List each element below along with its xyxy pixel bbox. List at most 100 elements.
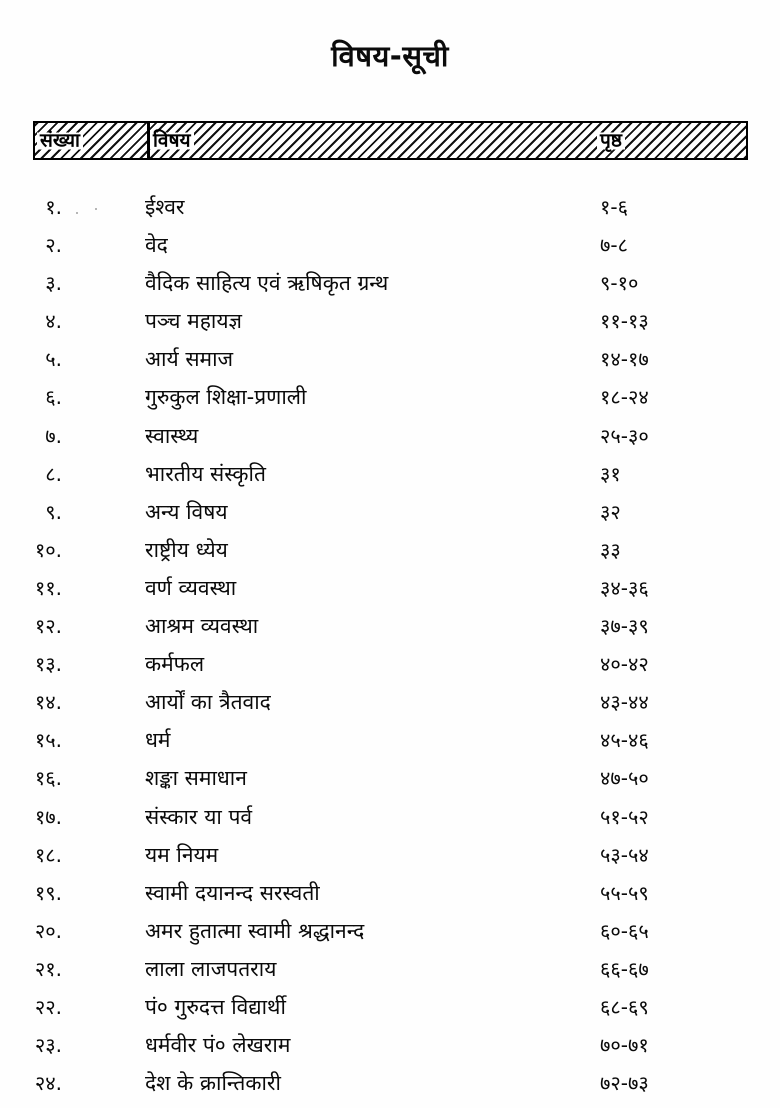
row-number: १. bbox=[45, 195, 62, 219]
row-subject[interactable]: संस्कार या पर्व bbox=[145, 804, 253, 829]
table-row[interactable]: २. वेद ७-८ bbox=[0, 231, 780, 269]
row-subject[interactable]: स्वास्थ्य bbox=[145, 423, 199, 448]
row-number: १७. bbox=[34, 804, 62, 829]
row-page-range: ९-१० bbox=[600, 271, 639, 296]
row-number: १२. bbox=[34, 614, 62, 639]
table-row[interactable]: १३. कर्मफल ४०-४२ bbox=[0, 650, 780, 688]
table-row[interactable]: २४. देश के क्रान्तिकारी ७२-७३ bbox=[0, 1069, 780, 1107]
table-row[interactable]: ११. वर्ण व्यवस्था ३४-३६ bbox=[0, 574, 780, 612]
row-number: १४. bbox=[34, 690, 62, 715]
row-page-range: ३४-३६ bbox=[600, 575, 649, 600]
column-header-subject: विषय bbox=[150, 129, 193, 151]
row-number: २२. bbox=[34, 994, 62, 1019]
row-page-range: ३१ bbox=[600, 461, 621, 486]
row-page-range: १-६ bbox=[600, 195, 629, 219]
page-title: विषय-सूची bbox=[331, 39, 449, 73]
scan-artifact bbox=[76, 212, 78, 214]
row-number: ४. bbox=[45, 309, 62, 334]
table-row[interactable]: १९. स्वामी दयानन्द सरस्वती ५५-५९ bbox=[0, 879, 780, 917]
row-subject[interactable]: कर्मफल bbox=[145, 652, 205, 677]
row-subject[interactable]: अमर हुतात्मा स्वामी श्रद्धानन्द bbox=[145, 918, 365, 943]
row-subject[interactable]: गुरुकुल शिक्षा-प्रणाली bbox=[145, 385, 307, 410]
row-number: ११. bbox=[34, 575, 62, 600]
row-subject[interactable]: वैदिक साहित्य एवं ऋषिकृत ग्रन्थ bbox=[145, 271, 389, 296]
row-number: ५. bbox=[45, 347, 62, 372]
table-row[interactable]: २१. लाला लाजपतराय ६६-६७ bbox=[0, 955, 780, 993]
row-number: ३. bbox=[45, 271, 62, 296]
row-number: २१. bbox=[34, 956, 62, 981]
row-page-range: ३२ bbox=[600, 499, 621, 524]
row-number: १९. bbox=[34, 880, 62, 905]
row-number: १५. bbox=[34, 728, 62, 753]
row-subject[interactable]: स्वामी दयानन्द सरस्वती bbox=[145, 880, 320, 905]
table-row[interactable]: ७. स्वास्थ्य २५-३० bbox=[0, 422, 780, 460]
row-subject[interactable]: लाला लाजपतराय bbox=[145, 956, 277, 981]
row-page-range: १८-२४ bbox=[600, 385, 649, 410]
table-row[interactable]: १५. धर्म ४५-४६ bbox=[0, 726, 780, 764]
row-number: १३. bbox=[34, 652, 62, 677]
table-row[interactable]: २३. धर्मवीर पं० लेखराम ७०-७१ bbox=[0, 1031, 780, 1069]
row-page-range: ७-८ bbox=[600, 233, 629, 258]
row-subject[interactable]: शङ्का समाधान bbox=[145, 766, 247, 791]
table-row[interactable]: ५. आर्य समाज १४-१७ bbox=[0, 345, 780, 383]
table-row[interactable]: १४. आर्यों का त्रैतवाद ४३-४४ bbox=[0, 688, 780, 726]
table-row[interactable]: ४. पञ्च महायज्ञ ११-१३ bbox=[0, 307, 780, 345]
row-page-range: ३३ bbox=[600, 537, 621, 562]
row-subject[interactable]: पं० गुरुदत्त विद्यार्थी bbox=[145, 994, 286, 1019]
row-page-range: २५-३० bbox=[600, 423, 649, 448]
row-subject[interactable]: आर्यों का त्रैतवाद bbox=[145, 690, 271, 715]
row-number: १०. bbox=[34, 537, 62, 562]
table-row[interactable]: १६. शङ्का समाधान ४७-५० bbox=[0, 764, 780, 802]
row-page-range: ३७-३९ bbox=[600, 614, 649, 639]
row-subject[interactable]: ईश्वर bbox=[145, 195, 185, 219]
table-row[interactable]: ९. अन्य विषय ३२ bbox=[0, 498, 780, 536]
row-subject[interactable]: अन्य विषय bbox=[145, 499, 228, 524]
column-header-number: संख्या bbox=[37, 129, 83, 151]
row-page-range: ४५-४६ bbox=[600, 728, 649, 753]
table-row[interactable]: १२. आश्रम व्यवस्था ३७-३९ bbox=[0, 612, 780, 650]
row-subject[interactable]: आश्रम व्यवस्था bbox=[145, 614, 259, 639]
row-page-range: ७२-७३ bbox=[600, 1071, 649, 1096]
row-page-range: ४०-४२ bbox=[600, 652, 649, 677]
row-number: २४. bbox=[34, 1071, 62, 1096]
header-column-divider bbox=[147, 123, 150, 158]
row-number: ८. bbox=[45, 461, 62, 486]
table-row[interactable]: २०. अमर हुतात्मा स्वामी श्रद्धानन्द ६०-६५ bbox=[0, 917, 780, 955]
row-page-range: ११-१३ bbox=[600, 309, 649, 334]
row-subject[interactable]: धर्म bbox=[145, 728, 171, 753]
table-row[interactable]: १७. संस्कार या पर्व ५१-५२ bbox=[0, 803, 780, 841]
table-row[interactable]: ३. वैदिक साहित्य एवं ऋषिकृत ग्रन्थ ९-१० bbox=[0, 269, 780, 307]
row-page-range: ७०-७१ bbox=[600, 1033, 649, 1058]
row-number: ६. bbox=[45, 385, 62, 410]
table-row[interactable]: १८. यम नियम ५३-५४ bbox=[0, 841, 780, 879]
scan-artifact bbox=[95, 208, 97, 210]
table-row[interactable]: १. ईश्वर १-६ bbox=[0, 193, 780, 231]
row-page-range: ५३-५४ bbox=[600, 842, 649, 867]
row-subject[interactable]: आर्य समाज bbox=[145, 347, 234, 372]
row-subject[interactable]: भारतीय संस्कृति bbox=[145, 461, 266, 486]
row-page-range: ६८-६९ bbox=[600, 994, 649, 1019]
row-subject[interactable]: पञ्च महायज्ञ bbox=[145, 309, 242, 334]
row-subject[interactable]: देश के क्रान्तिकारी bbox=[145, 1071, 281, 1096]
row-page-range: ५५-५९ bbox=[600, 880, 649, 905]
table-row[interactable]: २२. पं० गुरुदत्त विद्यार्थी ६८-६९ bbox=[0, 993, 780, 1031]
column-header-page: पृष्ठ bbox=[597, 129, 625, 151]
row-page-range: ५१-५२ bbox=[600, 804, 649, 829]
row-number: २३. bbox=[34, 1033, 62, 1058]
row-subject[interactable]: वेद bbox=[145, 233, 168, 258]
table-row[interactable]: ६. गुरुकुल शिक्षा-प्रणाली १८-२४ bbox=[0, 383, 780, 421]
row-subject[interactable]: राष्ट्रीय ध्येय bbox=[145, 537, 228, 562]
row-page-range: ६६-६७ bbox=[600, 956, 649, 981]
row-subject[interactable]: धर्मवीर पं० लेखराम bbox=[145, 1033, 291, 1058]
row-subject[interactable]: यम नियम bbox=[145, 842, 219, 867]
row-number: १६. bbox=[34, 766, 62, 791]
row-subject[interactable]: वर्ण व्यवस्था bbox=[145, 575, 237, 600]
table-header-row: संख्या विषय पृष्ठ bbox=[33, 121, 748, 160]
row-page-range: ४७-५० bbox=[600, 766, 649, 791]
row-number: २०. bbox=[34, 918, 62, 943]
table-row[interactable]: १०. राष्ट्रीय ध्येय ३३ bbox=[0, 536, 780, 574]
row-number: १८. bbox=[34, 842, 62, 867]
row-page-range: १४-१७ bbox=[600, 347, 649, 372]
table-row[interactable]: ८. भारतीय संस्कृति ३१ bbox=[0, 460, 780, 498]
